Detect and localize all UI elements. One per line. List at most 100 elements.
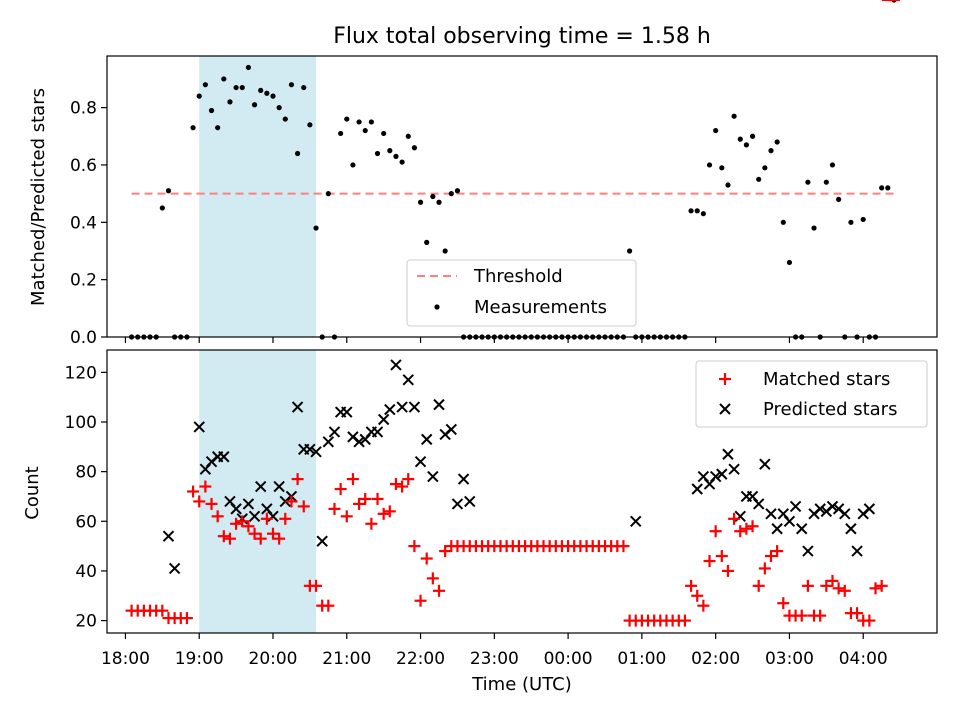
measurement-point xyxy=(768,148,774,154)
predicted-star-point xyxy=(218,451,230,463)
matched-star-point xyxy=(426,572,439,585)
predicted-mark-stroke xyxy=(414,456,427,468)
measurement-point xyxy=(405,133,411,139)
matched-star-point xyxy=(703,555,716,568)
legend-predicted-label: Predicted stars xyxy=(763,399,897,420)
predicted-star-point xyxy=(427,470,439,483)
predicted-star-point xyxy=(464,495,476,508)
measurement-point xyxy=(879,185,885,191)
x-tick-label: 03:00 xyxy=(765,649,814,669)
predicted-star-point xyxy=(377,413,390,426)
predicted-star-point xyxy=(353,436,365,448)
predicted-star-point xyxy=(728,463,740,475)
x-tick-label: 19:00 xyxy=(175,649,224,669)
matched-star-point xyxy=(439,545,452,558)
x-axis-label: Time (UTC) xyxy=(471,674,572,695)
matched-star-point xyxy=(322,599,335,612)
measurement-point xyxy=(270,93,276,99)
predicted-mark-stroke xyxy=(328,426,341,438)
y-tick-label: 20 xyxy=(75,612,97,632)
predicted-mark-stroke xyxy=(384,403,396,416)
predicted-mark-stroke xyxy=(709,470,722,483)
measurement-point xyxy=(811,225,817,231)
measurement-point xyxy=(233,84,239,91)
bottom-panel: 20 40 60 80 100 120 18:00 19:00 20:00 21:00 22:00… xyxy=(22,0,938,695)
predicted-star-point xyxy=(316,535,328,547)
predicted-star-point xyxy=(310,446,322,458)
measurement-point xyxy=(780,219,786,225)
measurement-point xyxy=(393,153,399,159)
matched-star-point xyxy=(187,485,200,498)
measurement-point xyxy=(190,125,196,131)
measurement-point xyxy=(436,199,442,205)
measurement-point xyxy=(749,133,756,139)
measurement-point xyxy=(731,113,737,119)
matched-star-point xyxy=(291,473,304,486)
predicted-mark-stroke xyxy=(371,426,384,438)
predicted-star-point xyxy=(390,359,402,371)
matched-star-point xyxy=(746,520,759,533)
top-panel-highlight xyxy=(199,56,317,337)
measurement-point xyxy=(713,127,719,134)
matched-star-point xyxy=(205,497,218,510)
predicted-mark-stroke xyxy=(427,470,439,483)
x-tick-label: 02:00 xyxy=(691,649,740,669)
measurement-point xyxy=(239,84,245,91)
measurement-point xyxy=(417,199,424,205)
predicted-mark-stroke xyxy=(310,446,322,458)
predicted-star-point xyxy=(771,523,783,535)
predicted-mark-stroke xyxy=(390,359,402,371)
predicted-mark-stroke xyxy=(347,431,359,443)
matched-star-point xyxy=(279,512,292,525)
measurement-point xyxy=(381,130,387,137)
matched-star-point xyxy=(365,517,378,530)
predicted-star-point xyxy=(802,545,814,557)
predicted-mark-stroke xyxy=(789,500,802,513)
predicted-mark-stroke xyxy=(273,480,285,493)
matched-star-point xyxy=(715,550,728,563)
predicted-mark-stroke xyxy=(863,503,876,515)
predicted-mark-stroke xyxy=(291,401,304,413)
measurement-point xyxy=(159,205,165,211)
predicted-mark-stroke xyxy=(802,545,814,557)
predicted-star-point xyxy=(396,401,408,413)
matched-star-point xyxy=(260,512,273,525)
matched-star-point xyxy=(678,614,691,627)
top-y-axis: 0.0 0.2 0.4 0.6 0.8 xyxy=(70,99,107,348)
measurement-point xyxy=(313,225,319,231)
predicted-mark-stroke xyxy=(796,523,808,535)
y-tick-label: 0.0 xyxy=(70,328,97,348)
matched-star-point xyxy=(758,562,771,575)
measurement-point xyxy=(430,193,436,200)
measurement-point xyxy=(786,259,793,266)
measurement-point xyxy=(251,102,258,108)
matched-star-point xyxy=(236,515,249,528)
predicted-star-point xyxy=(304,443,316,456)
measurement-point xyxy=(399,159,405,165)
matched-star-point xyxy=(383,505,396,518)
predicted-mark-stroke xyxy=(408,401,421,413)
legend-matched-label: Matched stars xyxy=(763,369,890,390)
predicted-mark-stroke xyxy=(457,473,470,485)
top-legend-box xyxy=(406,259,637,327)
measurement-point xyxy=(774,139,780,145)
predicted-star-point xyxy=(162,530,175,542)
measurement-point xyxy=(288,82,295,88)
y-tick-label: 60 xyxy=(75,512,97,532)
predicted-star-point xyxy=(796,523,808,535)
measurement-point xyxy=(338,130,344,137)
predicted-mark-stroke xyxy=(445,423,458,436)
predicted-mark-stroke xyxy=(759,458,771,470)
predicted-mark-stroke xyxy=(304,443,316,456)
predicted-mark-stroke xyxy=(341,406,353,418)
predicted-star-point xyxy=(457,473,470,485)
measurement-point xyxy=(706,162,713,168)
matched-star-point xyxy=(752,579,765,592)
measurement-point xyxy=(368,119,374,125)
measurement-point xyxy=(694,208,700,214)
predicted-star-point xyxy=(630,515,642,527)
measurement-point xyxy=(344,116,350,122)
predicted-star-point xyxy=(716,468,728,480)
measurement-point xyxy=(719,165,725,171)
y-tick-label: 80 xyxy=(75,463,97,483)
